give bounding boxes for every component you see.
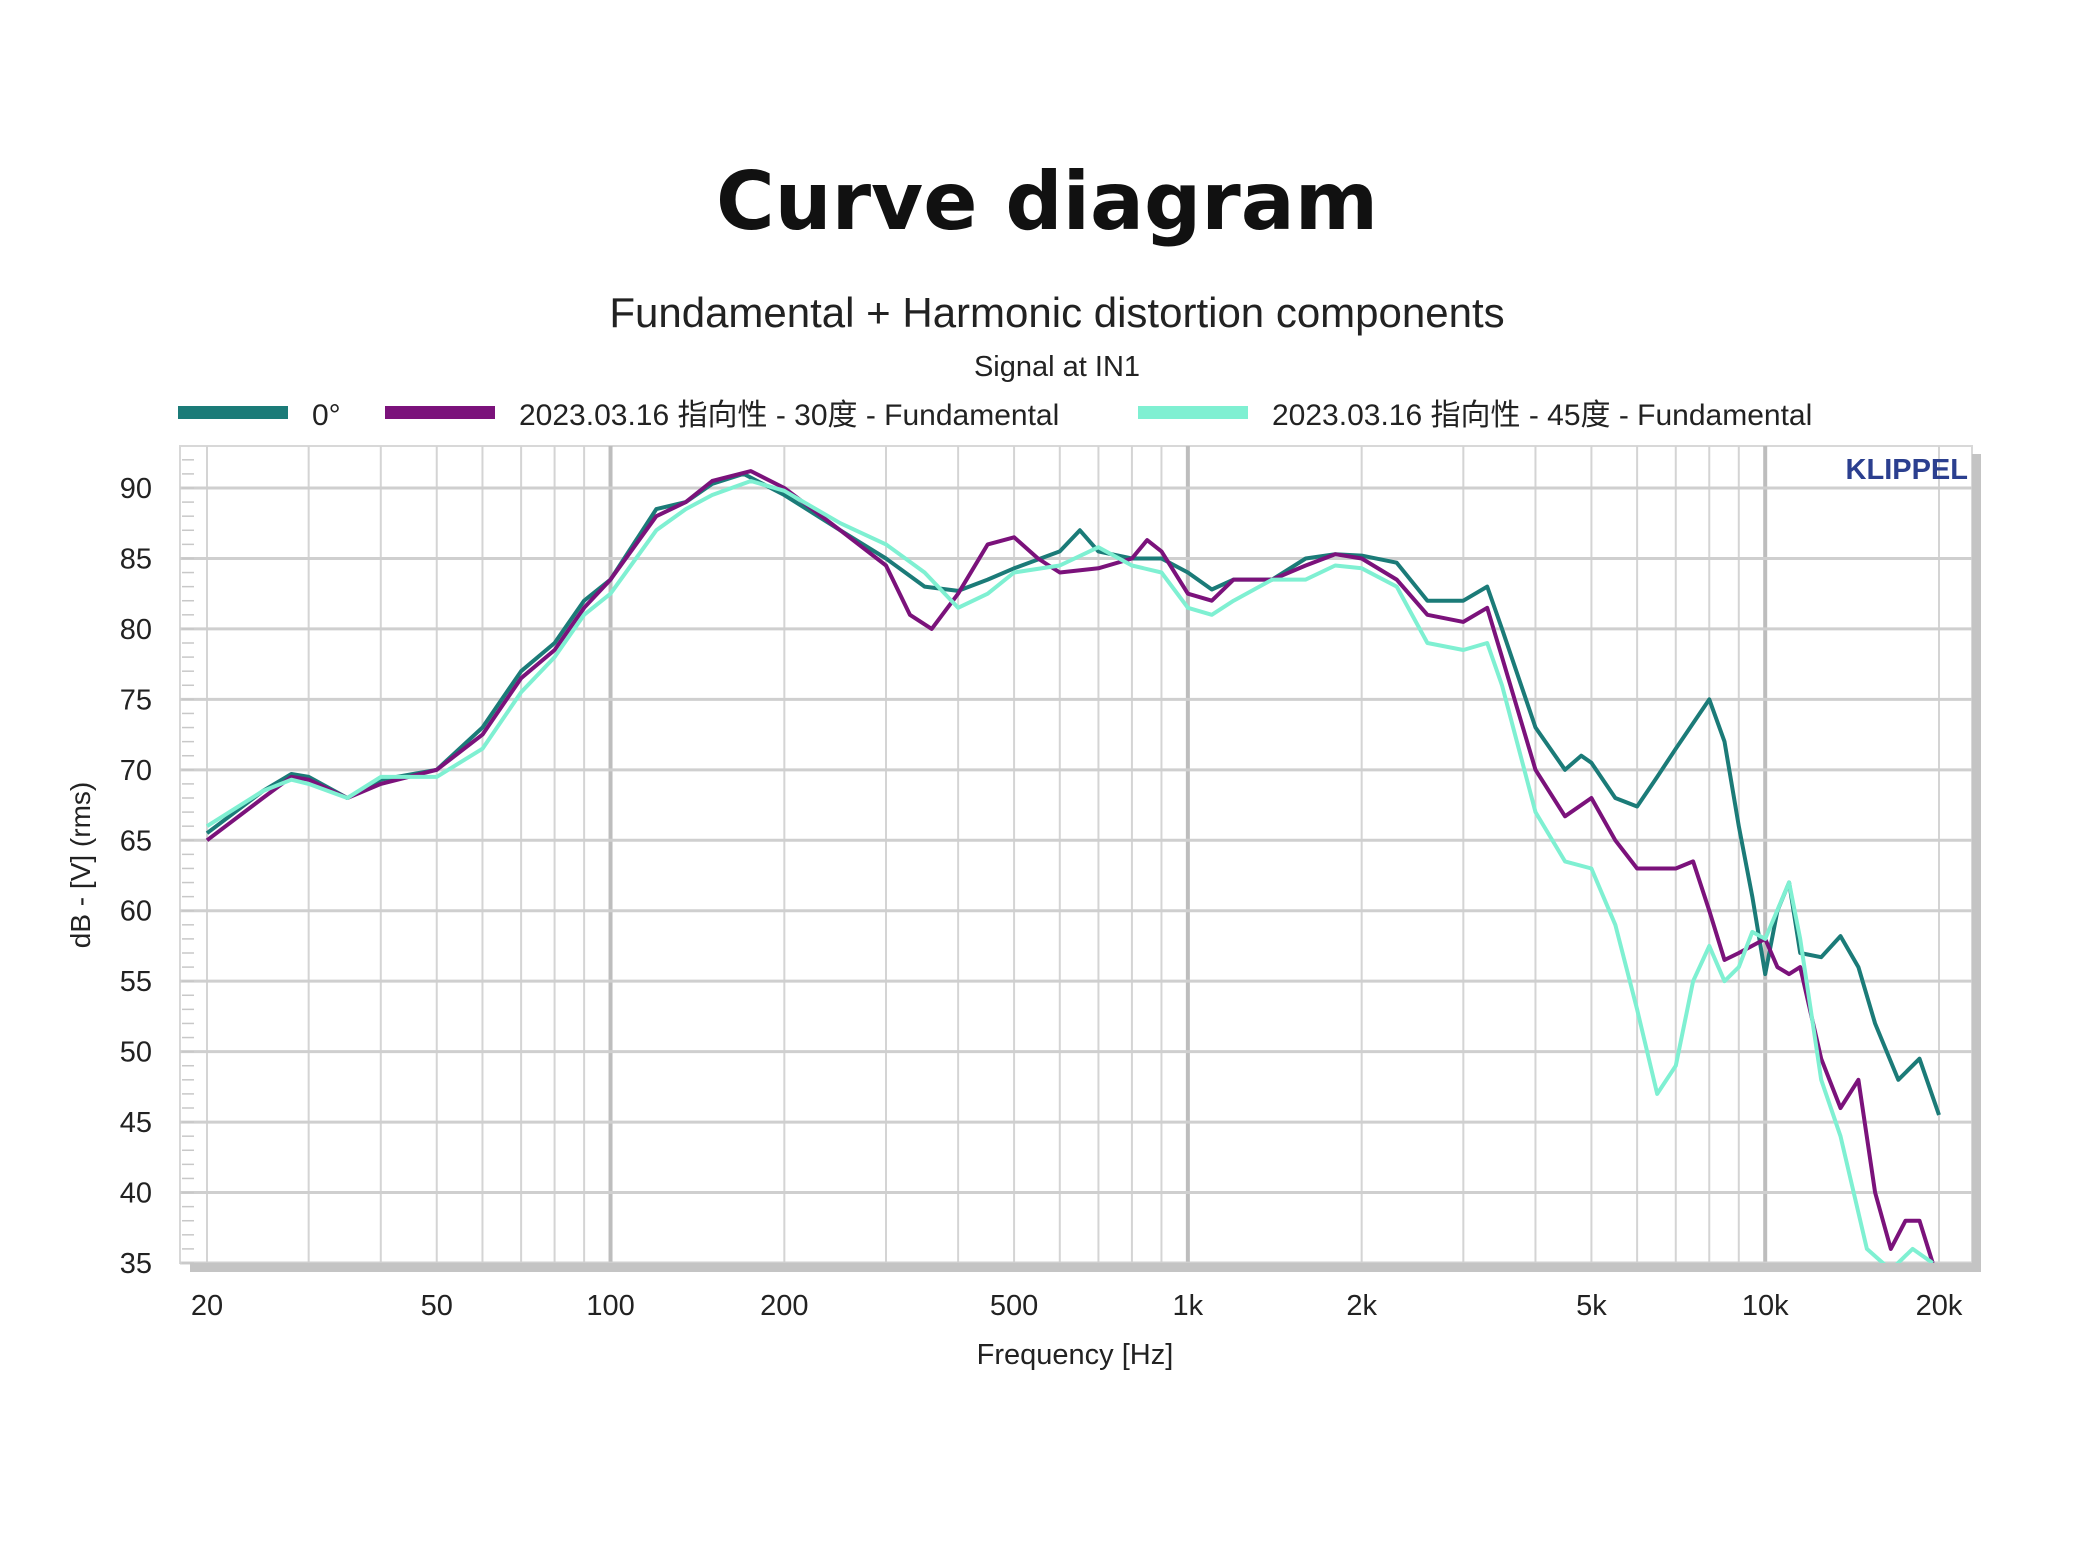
klippel-watermark: KLIPPEL: [1846, 454, 1968, 486]
x-axis-label: Frequency [Hz]: [977, 1339, 1174, 1371]
y-tick-label: 50: [120, 1037, 152, 1069]
y-axis-label: dB - [V] (rms): [65, 782, 96, 948]
x-tick-label: 2k: [1346, 1290, 1377, 1322]
y-tick-label: 60: [120, 896, 152, 928]
series-line-2: [205, 479, 1934, 1263]
x-tick-label: 100: [586, 1290, 634, 1322]
x-tick-label: 50: [421, 1290, 453, 1322]
x-tick-label: 20k: [1916, 1290, 1963, 1322]
y-tick-label: 80: [120, 614, 152, 646]
series-line-1: [205, 469, 1935, 1263]
legend-swatch-2: [1138, 406, 1248, 419]
legend-swatch-1: [385, 406, 495, 419]
y-tick-label: 55: [120, 966, 152, 998]
legend-label-1: 2023.03.16 指向性 - 30度 - Fundamental: [519, 399, 1059, 432]
y-tick-label: 40: [120, 1178, 152, 1210]
chart-subtitle: Signal at IN1: [974, 351, 1140, 383]
page-title: Curve diagram: [715, 155, 1379, 248]
x-tick-label: 1k: [1173, 1290, 1204, 1322]
x-tick-label: 20: [191, 1290, 223, 1322]
y-tick-label: 85: [120, 543, 152, 575]
y-tick-label: 70: [120, 755, 152, 787]
x-tick-label: 10k: [1742, 1290, 1789, 1322]
x-tick-label: 200: [760, 1290, 808, 1322]
y-tick-label: 45: [120, 1107, 152, 1139]
y-tick-label: 90: [120, 473, 152, 505]
plot-area: [179, 445, 1973, 1264]
y-tick-label: 65: [120, 825, 152, 857]
plot-frame-right: [1972, 454, 1981, 1272]
x-tick-label: 5k: [1576, 1290, 1607, 1322]
y-tick-label: 35: [120, 1248, 152, 1280]
legend-swatch-0: [178, 406, 288, 419]
x-tick-label: 500: [990, 1290, 1038, 1322]
legend-label-0: 0°: [312, 399, 341, 432]
chart-title: Fundamental + Harmonic distortion compon…: [609, 289, 1504, 336]
plot-frame-bottom: [190, 1263, 1981, 1272]
legend-label-2: 2023.03.16 指向性 - 45度 - Fundamental: [1272, 399, 1812, 432]
y-tick-label: 75: [120, 684, 152, 716]
